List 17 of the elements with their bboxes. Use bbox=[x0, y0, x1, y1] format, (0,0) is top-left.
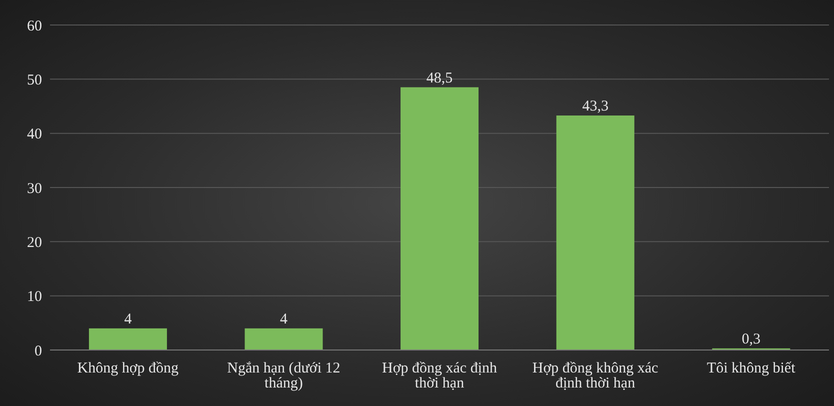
y-tick-label: 60 bbox=[27, 18, 42, 34]
data-label: 0,3 bbox=[742, 331, 761, 348]
x-tick-label: Hợp đồng không xác định thời hạn bbox=[532, 360, 659, 392]
x-tick-label: Tôi không biết bbox=[706, 360, 796, 377]
y-tick-label: 0 bbox=[34, 343, 42, 360]
x-tick-label: Ngắn hạn (dưới 12 tháng) bbox=[227, 360, 340, 392]
data-label: 4 bbox=[280, 311, 288, 328]
y-tick-label: 30 bbox=[27, 180, 42, 197]
x-tick-label: Hợp đồng xác định thời hạn bbox=[382, 360, 498, 392]
y-tick-label: 10 bbox=[27, 289, 42, 306]
data-label: 48,5 bbox=[426, 70, 453, 86]
data-label: 4 bbox=[124, 311, 132, 328]
y-tick-label: 40 bbox=[27, 126, 42, 143]
y-tick-label: 20 bbox=[27, 234, 42, 251]
x-tick-label: Không hợp đồng bbox=[77, 360, 180, 377]
y-tick-label: 50 bbox=[27, 72, 42, 88]
data-label: 43,3 bbox=[582, 98, 608, 114]
